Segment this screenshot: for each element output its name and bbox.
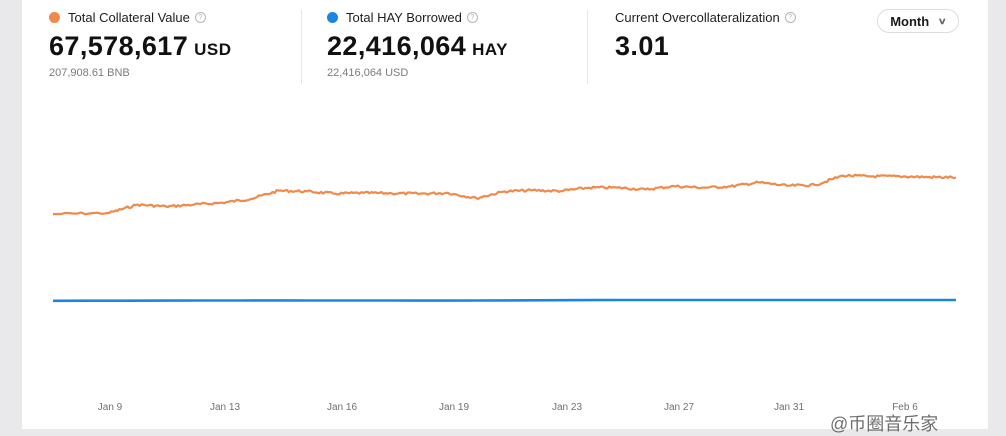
- metric-number: 67,578,617: [49, 31, 189, 61]
- x-tick-label: Jan 27: [664, 402, 694, 413]
- metric-number: 22,416,064: [327, 31, 467, 61]
- watermark-text: @币圈音乐家: [830, 414, 939, 434]
- info-icon[interactable]: ?: [784, 11, 796, 23]
- x-tick-label: Jan 9: [98, 402, 123, 413]
- x-tick-label: Jan 16: [327, 402, 357, 413]
- metric-value: 67,578,617 USD: [49, 31, 232, 63]
- metric-subvalue: 22,416,064 USD: [327, 67, 409, 79]
- metric-unit: HAY: [472, 40, 508, 59]
- series-color-dot: [327, 11, 338, 23]
- dashboard-card: Total Collateral Value ? 67,578,617 USD 2…: [22, 0, 988, 429]
- metric-value: 22,416,064 HAY: [327, 31, 508, 63]
- metric-subvalue: 207,908.61 BNB: [49, 67, 130, 79]
- info-icon[interactable]: ?: [466, 11, 478, 23]
- series-line-hay-borrowed: [52, 298, 956, 303]
- metric-overcollateralization: Current Overcollateralization ? 3.01: [615, 8, 796, 63]
- x-tick-label: Jan 19: [439, 402, 469, 413]
- line-chart: Jan 9 Jan 13 Jan 16 Jan 19 Jan 23 Jan 27 Jan 3…: [52, 173, 957, 413]
- metric-label: Total HAY Borrowed: [346, 9, 462, 25]
- x-tick-label: Feb 6: [892, 402, 918, 413]
- metric-unit: USD: [194, 40, 232, 59]
- info-icon[interactable]: ?: [194, 11, 206, 23]
- x-tick-label: Jan 23: [552, 402, 582, 413]
- metric-value: 3.01: [615, 31, 796, 63]
- series-color-dot: [49, 11, 60, 23]
- divider: [587, 10, 588, 84]
- x-tick-label: Jan 13: [210, 402, 240, 413]
- series-line-collateral: [52, 173, 957, 216]
- metric-label: Current Overcollateralization: [615, 9, 780, 25]
- metric-number: 3.01: [615, 31, 670, 61]
- chevron-down-icon: ∨: [937, 15, 948, 26]
- period-select-button[interactable]: Month ∨: [877, 9, 959, 33]
- divider: [301, 10, 302, 84]
- metric-label: Total Collateral Value: [68, 9, 190, 25]
- period-select-label: Month: [890, 13, 930, 29]
- x-tick-label: Jan 31: [774, 402, 804, 413]
- metric-total-collateral: Total Collateral Value ? 67,578,617 USD 2…: [49, 8, 232, 81]
- metric-hay-borrowed: Total HAY Borrowed ? 22,416,064 HAY 22,41…: [327, 8, 508, 81]
